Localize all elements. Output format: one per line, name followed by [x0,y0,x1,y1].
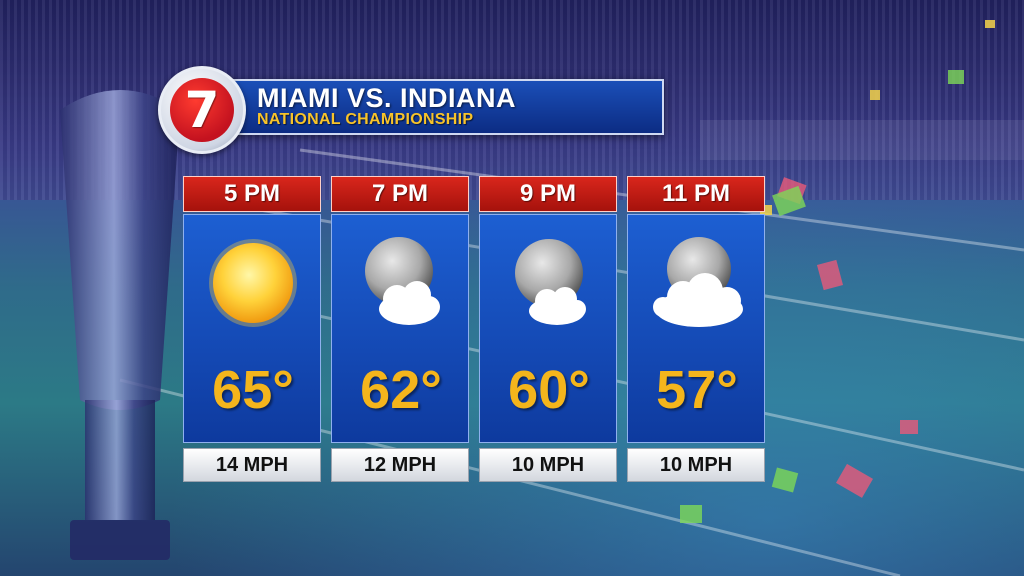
station-logo-number: 7 [170,78,234,142]
forecast-time: 11 PM [627,176,765,212]
forecast-column-11pm: 11 PM 57° 10 MPH [627,176,765,484]
event-subtitle: NATIONAL CHAMPIONSHIP [257,111,474,128]
forecast-column-5pm: 5 PM 65° 14 MPH [183,176,321,484]
forecast-wind: 14 MPH [183,448,321,482]
forecast-wind: 10 MPH [627,448,765,482]
forecast-panel: 57° [627,214,765,443]
moon-cloud-icon [365,237,440,325]
forecast-wind: 12 MPH [331,448,469,482]
moon-cloud-icon [515,239,586,325]
forecast-temperature: 60° [508,360,590,420]
forecast-time: 5 PM [183,176,321,212]
forecast-temperature: 57° [656,360,738,420]
forecast-panel: 62° [331,214,469,443]
forecast-time: 9 PM [479,176,617,212]
forecast-temperature: 62° [360,360,442,420]
forecast-temperature: 65° [212,360,294,420]
forecast-column-7pm: 7 PM 62° 12 MPH [331,176,469,484]
title-banner: MIAMI VS. INDIANA NATIONAL CHAMPIONSHIP [205,79,664,135]
forecast-time: 7 PM [331,176,469,212]
forecast-panel: 60° [479,214,617,443]
trophy-image [60,90,180,560]
forecast-wind: 10 MPH [479,448,617,482]
forecast-panel: 65° [183,214,321,443]
matchup-title: MIAMI VS. INDIANA [257,83,517,113]
forecast-column-9pm: 9 PM 60° 10 MPH [479,176,617,484]
moon-cloud-icon [653,237,743,327]
station-logo: 7 [158,66,246,154]
sun-icon [209,239,297,327]
